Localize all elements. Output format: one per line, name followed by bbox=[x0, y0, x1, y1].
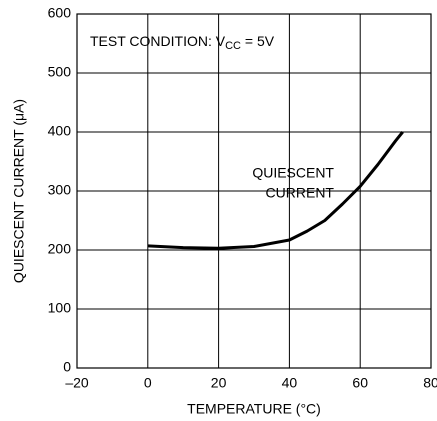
x-tick-label: –20 bbox=[65, 375, 89, 391]
annotation: TEST CONDITION: VCC = 5V bbox=[90, 33, 275, 52]
annotation-suffix: = 5V bbox=[241, 33, 275, 49]
curve-label: CURRENT bbox=[266, 185, 335, 201]
y-tick-label: 100 bbox=[48, 300, 72, 316]
y-tick-label: 400 bbox=[48, 123, 72, 139]
plot-frame bbox=[76, 13, 432, 369]
x-tick-label: 80 bbox=[423, 375, 437, 391]
x-axis-label: TEMPERATURE (°C) bbox=[187, 401, 321, 417]
y-tick-label: 300 bbox=[48, 182, 72, 198]
y-axis-label: QUIESCENT CURRENT (μA) bbox=[11, 99, 27, 283]
y-tick-label: 0 bbox=[63, 359, 71, 375]
y-tick-label: 600 bbox=[48, 5, 72, 21]
annotation-text: TEST CONDITION: V bbox=[90, 33, 226, 49]
y-tick-label: 200 bbox=[48, 241, 72, 257]
x-tick-label: 20 bbox=[211, 375, 227, 391]
x-tick-label: 0 bbox=[144, 375, 152, 391]
y-tick-label: 500 bbox=[48, 64, 72, 80]
curve bbox=[147, 131, 404, 250]
curve-label: QUIESCENT bbox=[252, 165, 334, 181]
annotation-subscript: CC bbox=[225, 40, 241, 52]
x-tick-label: 40 bbox=[282, 375, 298, 391]
x-tick-label: 60 bbox=[352, 375, 368, 391]
